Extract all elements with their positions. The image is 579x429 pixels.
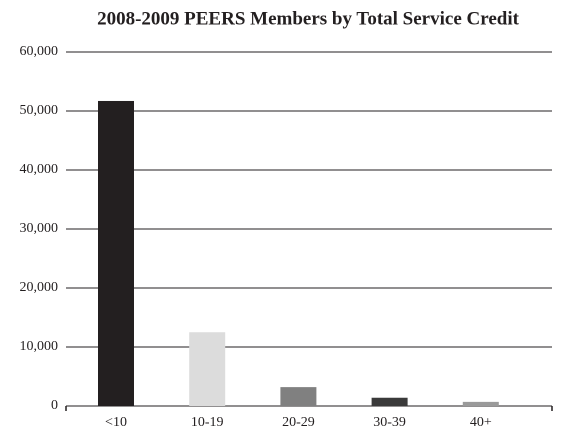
x-tick-label: <10 (105, 415, 127, 429)
bar (98, 100, 134, 406)
y-tick-label: 50,000 (20, 103, 59, 118)
y-tick-label: 10,000 (20, 339, 59, 354)
bar (189, 332, 226, 406)
y-tick-label: 0 (51, 398, 58, 413)
y-tick-label: 30,000 (20, 221, 59, 236)
y-tick-label: 60,000 (20, 44, 59, 59)
x-tick-label: 20-29 (282, 415, 315, 429)
y-tick-label: 20,000 (20, 280, 59, 295)
bar (280, 387, 317, 406)
bar (371, 397, 408, 406)
y-tick-label: 40,000 (20, 162, 59, 177)
x-tick-label: 40+ (470, 415, 492, 429)
x-tick-label: 10-19 (191, 415, 224, 429)
bar (462, 401, 499, 406)
chart-title: 2008-2009 PEERS Members by Total Service… (97, 8, 520, 29)
x-tick-label: 30-39 (373, 415, 406, 429)
